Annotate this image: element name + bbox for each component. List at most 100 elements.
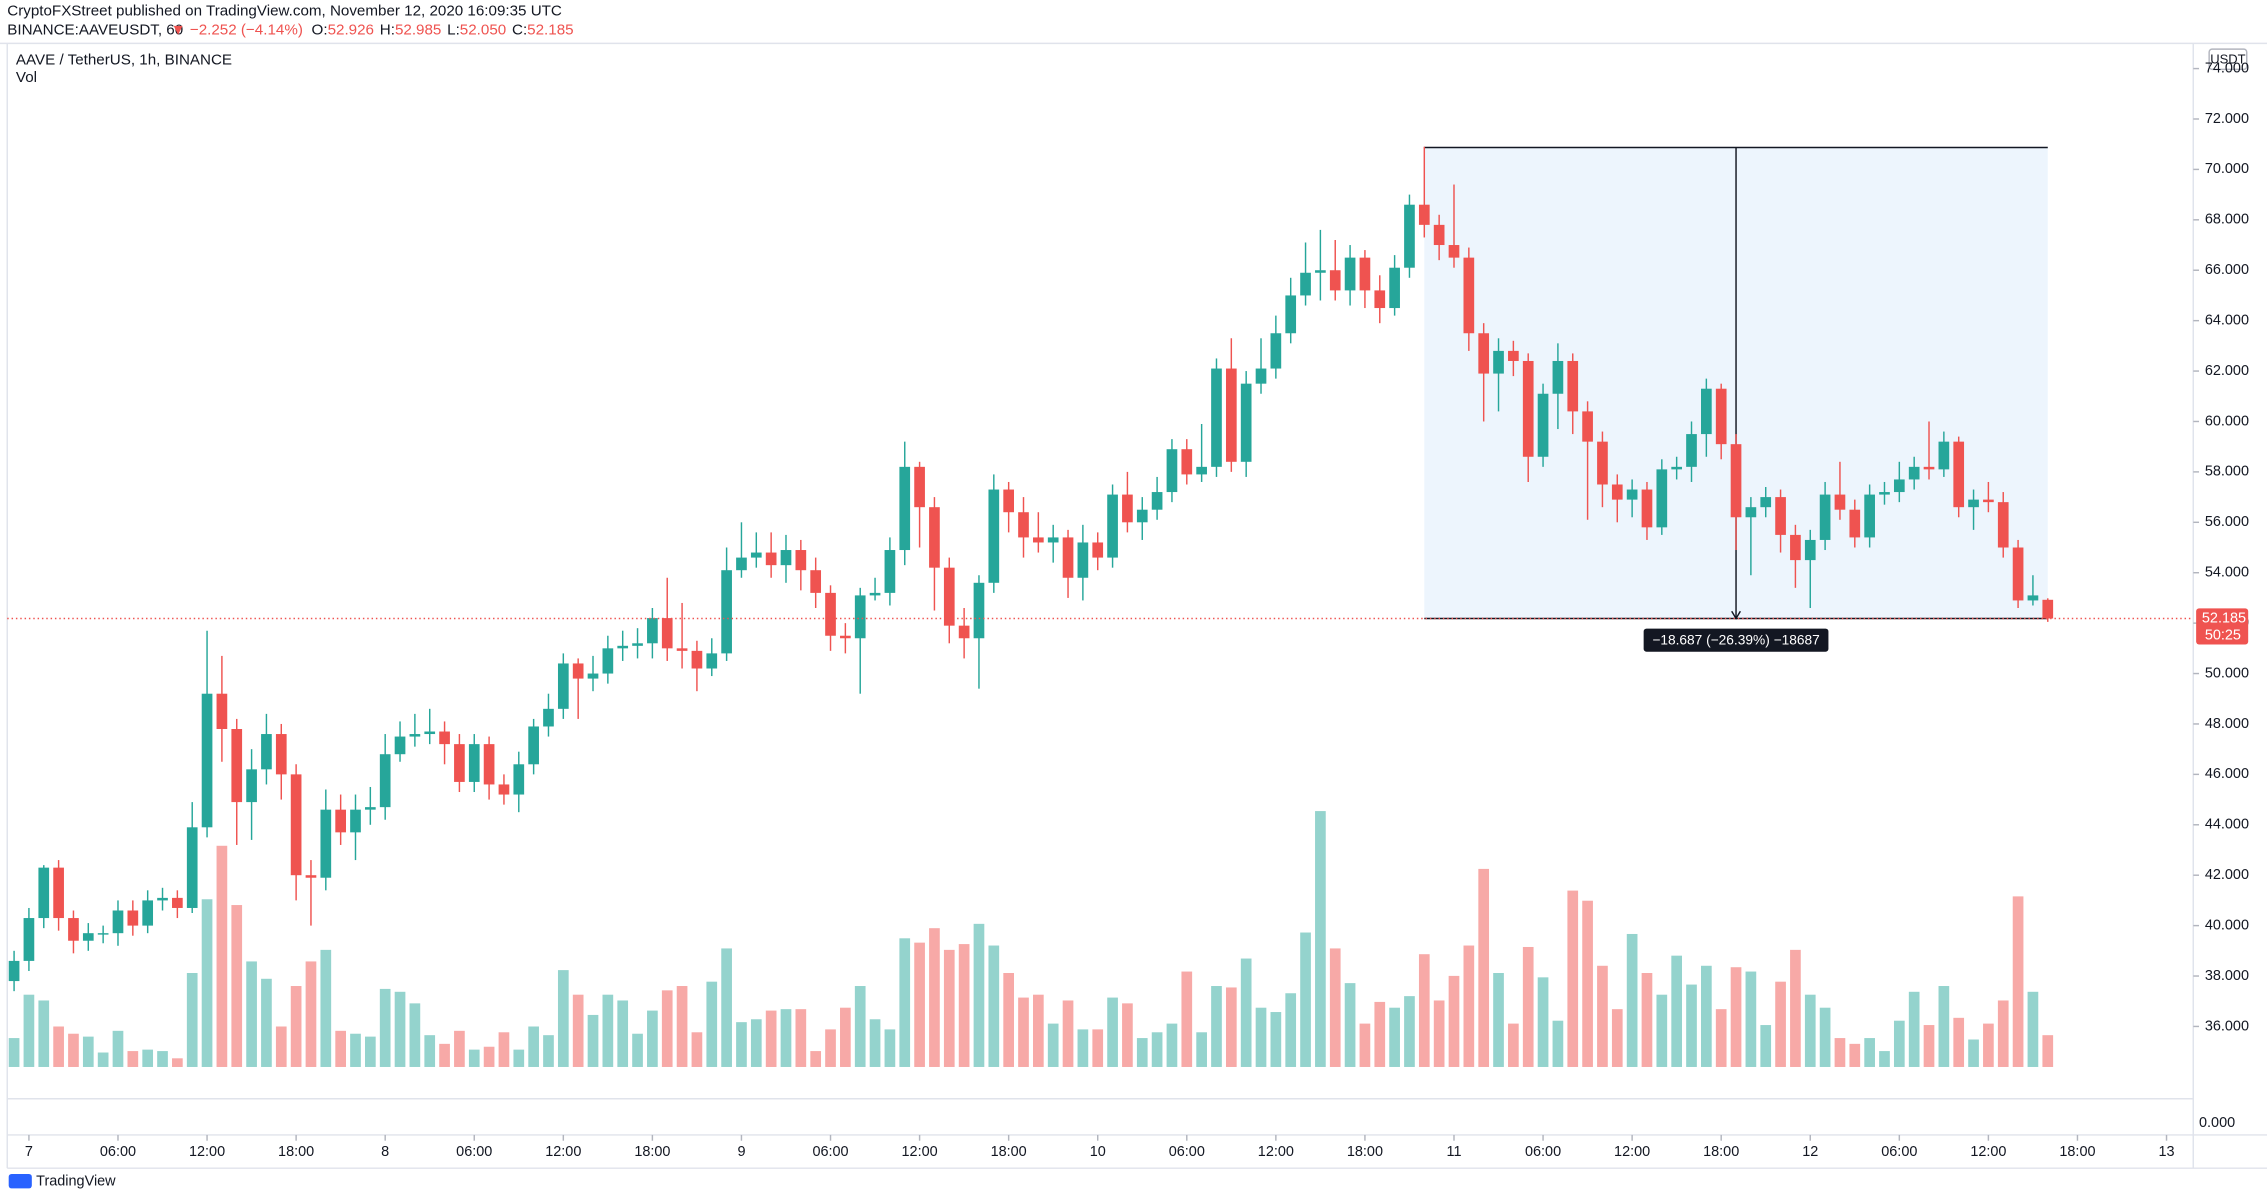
candle-body xyxy=(587,673,599,679)
volume-bar xyxy=(676,986,688,1067)
candle-body xyxy=(364,807,376,810)
candle-body xyxy=(498,784,510,795)
volume-bar xyxy=(498,1032,510,1067)
volume-bar xyxy=(1656,994,1668,1067)
candle-body xyxy=(8,960,20,982)
measure-label-text: −18.687 (−26.39%) −18687 xyxy=(1652,633,1819,648)
candle-body xyxy=(572,663,584,679)
volume-bar xyxy=(543,1035,554,1067)
quote-value: 52.985 xyxy=(395,21,441,38)
volume-bar xyxy=(1240,958,1252,1067)
candle-body xyxy=(943,567,955,626)
volume-bar xyxy=(750,1019,762,1067)
volume-bar xyxy=(1819,1007,1831,1067)
volume-bar xyxy=(439,1043,450,1067)
candle-body xyxy=(1745,507,1757,518)
candle-body xyxy=(335,809,346,833)
volume-bar xyxy=(335,1030,346,1067)
volume-bar xyxy=(780,1009,792,1067)
candle-body xyxy=(483,744,495,785)
candle-body xyxy=(736,557,747,571)
candle-body xyxy=(1626,489,1638,500)
volume-title: Vol xyxy=(16,69,37,86)
candle-body xyxy=(2042,599,2054,619)
volume-bar xyxy=(602,994,614,1067)
volume-bar xyxy=(914,942,925,1067)
volume-bar xyxy=(97,1052,109,1067)
badge-box xyxy=(2208,48,2248,71)
candle-body xyxy=(23,918,35,961)
volume-bar xyxy=(736,1022,747,1067)
volume-bar xyxy=(1879,1051,1890,1067)
candle-body xyxy=(1315,270,1326,273)
x-tick-label: 06:00 xyxy=(456,1144,492,1160)
candle-body xyxy=(854,595,866,639)
candle-body xyxy=(647,618,658,644)
logo-mark xyxy=(8,1173,32,1189)
candle-body xyxy=(988,489,1000,583)
candle-body xyxy=(1641,489,1653,528)
candle-body xyxy=(1181,449,1193,475)
candle-body xyxy=(1033,537,1044,543)
volume-bar xyxy=(53,1026,64,1067)
volume-bar xyxy=(350,1033,361,1067)
volume-bar xyxy=(216,845,228,1067)
candle-body xyxy=(305,875,317,878)
measure-arrowhead xyxy=(1731,610,1741,620)
volume-bar xyxy=(468,1049,480,1067)
candle-body xyxy=(765,552,777,566)
footer-brand: TradingView xyxy=(36,1174,116,1190)
volume-bar xyxy=(1122,1003,1133,1067)
candle-body xyxy=(825,592,836,636)
candle-body xyxy=(409,734,421,737)
candle-body xyxy=(1804,539,1816,561)
footer-logo: TradingView xyxy=(8,1173,116,1190)
candle-body xyxy=(1003,489,1015,513)
volume-bar xyxy=(572,994,584,1067)
candle-body xyxy=(1775,497,1786,535)
candle-body xyxy=(1567,360,1579,412)
candle-body xyxy=(1879,492,1890,495)
candle-body xyxy=(528,726,539,765)
volume-bar xyxy=(1745,971,1757,1067)
x-tick-label: 12:00 xyxy=(1970,1144,2006,1160)
volume-bar xyxy=(483,1046,495,1067)
volume-bar xyxy=(1804,994,1816,1067)
candle-body xyxy=(840,635,851,639)
volume-bar xyxy=(1359,1023,1371,1067)
volume-bar xyxy=(231,905,243,1067)
candle-body xyxy=(1611,484,1623,500)
volume-bar xyxy=(557,970,569,1067)
candle-body xyxy=(1819,494,1831,540)
candle-body xyxy=(1908,466,1920,480)
volume-bar xyxy=(765,1010,777,1067)
candle-body xyxy=(691,650,703,669)
x-tick-label: 06:00 xyxy=(1881,1144,1917,1160)
y-tick-label: 40.000 xyxy=(2205,917,2249,933)
volume-bar xyxy=(1270,1012,1282,1067)
candle-body xyxy=(246,769,257,803)
candle-body xyxy=(1597,441,1608,485)
volume-bar xyxy=(1893,1020,1905,1067)
quote-key: H: xyxy=(380,21,395,38)
measure-label: −18.687 (−26.39%) −18687 xyxy=(1643,628,1829,652)
candle-body xyxy=(810,570,822,593)
volume-bar xyxy=(379,988,391,1067)
candle-body xyxy=(914,466,925,508)
volume-bar xyxy=(810,1051,822,1067)
candle-body xyxy=(1062,537,1074,578)
volume-bar xyxy=(869,1019,881,1067)
candle-body xyxy=(290,774,302,876)
volume-bar xyxy=(854,986,866,1067)
candle-body xyxy=(186,827,198,908)
candle-body xyxy=(1834,494,1846,510)
volume-bar xyxy=(1611,1009,1623,1067)
candle-body xyxy=(869,592,881,596)
volume-bar xyxy=(528,1026,539,1067)
volume-bar xyxy=(2027,991,2039,1067)
candle-body xyxy=(632,643,643,646)
quote: O: 52.926 H: 52.985 L: 52.050 C: 52.185 xyxy=(312,21,574,38)
candle-body xyxy=(1760,497,1772,508)
volume-bar xyxy=(1923,1025,1935,1067)
volume-bar xyxy=(1404,996,1415,1067)
